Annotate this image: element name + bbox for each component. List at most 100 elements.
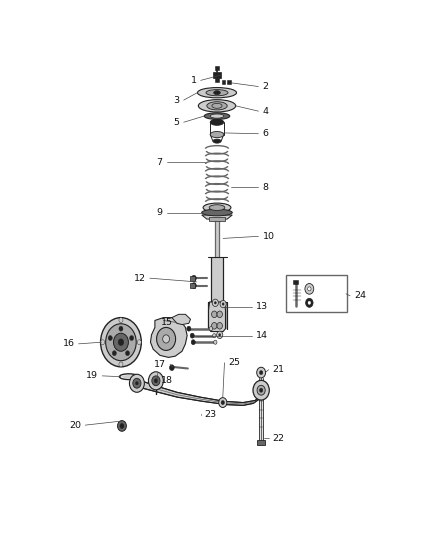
Bar (222, 80, 226, 84)
Ellipse shape (204, 113, 230, 119)
Ellipse shape (198, 100, 236, 112)
Circle shape (209, 327, 212, 330)
Circle shape (306, 298, 313, 308)
Circle shape (108, 336, 112, 341)
Circle shape (106, 324, 136, 361)
Bar (208, 217, 226, 221)
Circle shape (219, 334, 221, 336)
Bar (208, 302, 226, 329)
Bar (293, 280, 298, 284)
Ellipse shape (214, 91, 220, 95)
Text: 2: 2 (262, 82, 268, 91)
Text: 15: 15 (161, 318, 173, 327)
Circle shape (130, 336, 134, 341)
Text: 4: 4 (262, 107, 268, 116)
Circle shape (154, 379, 158, 383)
Circle shape (191, 276, 196, 281)
Text: 7: 7 (157, 158, 162, 167)
Ellipse shape (213, 139, 221, 143)
Ellipse shape (203, 203, 231, 212)
Circle shape (119, 326, 123, 331)
Circle shape (148, 372, 163, 390)
Circle shape (221, 400, 224, 405)
Circle shape (214, 302, 216, 304)
Circle shape (191, 282, 196, 288)
Text: 9: 9 (157, 208, 162, 217)
Bar (257, 440, 265, 445)
Circle shape (217, 311, 223, 318)
Text: 25: 25 (229, 358, 240, 367)
Ellipse shape (122, 375, 135, 378)
Text: 1: 1 (191, 76, 197, 85)
Text: 8: 8 (262, 183, 268, 191)
Text: 13: 13 (256, 302, 268, 311)
Circle shape (220, 301, 226, 308)
Circle shape (307, 287, 311, 291)
Circle shape (212, 322, 217, 329)
Circle shape (112, 351, 117, 356)
Circle shape (212, 299, 219, 306)
Circle shape (162, 335, 170, 343)
Circle shape (219, 398, 227, 407)
Circle shape (217, 331, 223, 338)
Circle shape (117, 421, 127, 431)
Bar (215, 66, 219, 70)
Circle shape (119, 362, 123, 367)
Polygon shape (136, 379, 264, 406)
Circle shape (130, 374, 145, 392)
Circle shape (113, 333, 128, 351)
Text: 3: 3 (173, 95, 180, 104)
Circle shape (217, 322, 223, 329)
Ellipse shape (210, 132, 224, 138)
Circle shape (101, 340, 105, 345)
Circle shape (214, 340, 217, 344)
Circle shape (259, 370, 263, 375)
Text: 22: 22 (273, 434, 285, 443)
Circle shape (133, 378, 141, 388)
Circle shape (191, 340, 195, 345)
Ellipse shape (210, 119, 224, 125)
Circle shape (126, 351, 130, 356)
Circle shape (187, 326, 191, 331)
Circle shape (101, 318, 141, 367)
Text: 6: 6 (262, 129, 268, 138)
Ellipse shape (202, 209, 232, 216)
Circle shape (257, 385, 265, 395)
Text: 14: 14 (256, 331, 268, 340)
Polygon shape (202, 215, 232, 219)
Circle shape (212, 334, 216, 338)
Text: 16: 16 (63, 340, 74, 349)
Text: 20: 20 (69, 421, 81, 430)
Circle shape (137, 340, 141, 345)
Ellipse shape (206, 90, 228, 96)
Ellipse shape (210, 114, 224, 118)
Bar (227, 80, 230, 84)
Circle shape (308, 301, 311, 304)
Text: 5: 5 (174, 118, 180, 127)
Bar (286, 276, 347, 312)
Bar (190, 276, 195, 281)
Bar (190, 283, 195, 288)
Circle shape (212, 311, 217, 318)
Circle shape (257, 367, 265, 378)
Bar (215, 78, 219, 83)
Polygon shape (172, 314, 191, 325)
Circle shape (253, 381, 269, 400)
Bar (211, 257, 223, 302)
Text: 19: 19 (86, 372, 98, 381)
Text: 24: 24 (354, 292, 366, 300)
Circle shape (190, 333, 194, 338)
Circle shape (170, 365, 174, 370)
Circle shape (157, 327, 176, 350)
Text: 23: 23 (205, 410, 217, 419)
Circle shape (119, 318, 123, 322)
Circle shape (152, 376, 160, 386)
Circle shape (120, 424, 124, 429)
Text: 18: 18 (161, 376, 173, 385)
Polygon shape (208, 302, 226, 332)
Text: 10: 10 (262, 232, 275, 241)
Ellipse shape (209, 205, 225, 211)
Polygon shape (151, 318, 187, 358)
Circle shape (222, 303, 224, 305)
Circle shape (259, 388, 263, 392)
